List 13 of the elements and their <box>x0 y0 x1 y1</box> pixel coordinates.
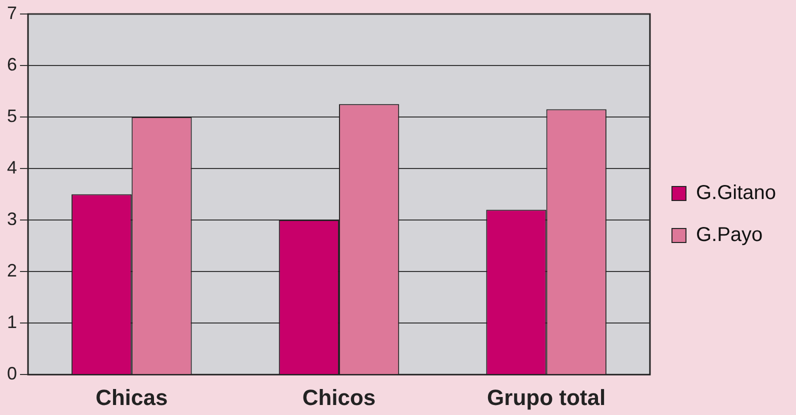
x-tick-label: Grupo total <box>487 384 606 410</box>
y-tick-label: 5 <box>6 106 18 126</box>
y-tick-label: 6 <box>6 54 18 74</box>
y-tick-label: 1 <box>6 312 18 332</box>
y-tick-label: 4 <box>6 158 18 178</box>
y-tick-label: 0 <box>6 364 18 384</box>
y-tick-label: 7 <box>6 2 18 23</box>
y-tick-label: 3 <box>6 209 18 230</box>
y-tick-label: 2 <box>6 260 18 281</box>
x-tick-label: Chicas <box>96 384 168 410</box>
legend-label: G.Payo <box>696 224 763 246</box>
legend-label: G.Gitano <box>696 182 776 204</box>
x-tick-label: Chicos <box>302 384 376 410</box>
